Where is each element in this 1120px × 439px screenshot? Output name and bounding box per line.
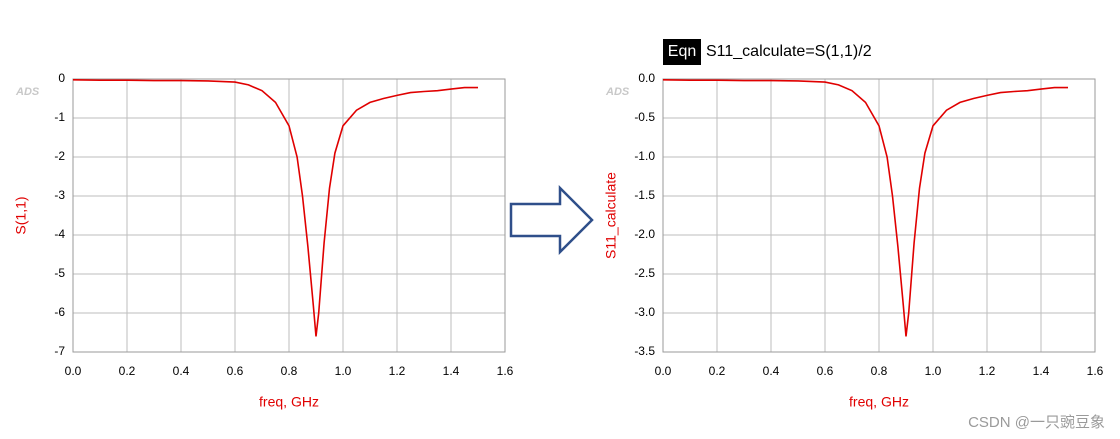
plot-frame	[662, 78, 1096, 353]
y-axis-label: S(1,1)	[13, 196, 29, 234]
y-tick-label: -4	[54, 227, 65, 241]
watermark: CSDN @一只豌豆象	[968, 414, 1105, 431]
x-tick-label: 0.4	[763, 364, 780, 378]
x-axis-label: freq, GHz	[849, 394, 909, 410]
ads-logo: ADS	[15, 86, 40, 98]
x-tick-label: 0.6	[227, 364, 244, 378]
y-tick-label: -1.0	[634, 149, 655, 163]
data-line	[662, 79, 1068, 337]
x-tick-label: 0.4	[173, 364, 190, 378]
y-tick-label: -5	[54, 266, 65, 280]
y-tick-label: -2	[54, 149, 65, 163]
x-tick-label: 1.6	[1087, 364, 1104, 378]
y-axis-label: S11_calculate	[603, 172, 619, 259]
y-tick-label: -2.0	[634, 227, 655, 241]
arrow	[509, 184, 594, 256]
y-tick-label: -1	[54, 110, 65, 124]
x-tick-label: 1.4	[443, 364, 460, 378]
equation: S11_calculate=S(1,1)/2	[706, 43, 872, 60]
ads-logo: ADS	[605, 86, 630, 98]
eqn-badge-bg	[663, 39, 701, 65]
y-tick-label: -1.5	[634, 188, 655, 202]
x-axis-label: freq, GHz	[259, 394, 319, 410]
y-tick-label: -3.0	[634, 305, 655, 319]
y-tick-label: -2.5	[634, 266, 655, 280]
x-tick-label: 0.6	[817, 364, 834, 378]
x-tick-label: 0.8	[871, 364, 888, 378]
x-tick-label: 0.2	[709, 364, 726, 378]
x-tick-label: 1.2	[389, 364, 406, 378]
eqn-badge: Eqn	[668, 43, 696, 60]
y-tick-label: 0.0	[638, 71, 655, 85]
x-tick-label: 0.8	[281, 364, 298, 378]
y-tick-label: -7	[54, 344, 65, 358]
x-tick-label: 1.6	[497, 364, 514, 378]
x-tick-label: 0.2	[119, 364, 136, 378]
data-line	[72, 79, 478, 337]
y-tick-label: -3.5	[634, 344, 655, 358]
x-tick-label: 1.0	[925, 364, 942, 378]
x-tick-label: 1.2	[979, 364, 996, 378]
y-tick-label: -0.5	[634, 110, 655, 124]
x-tick-label: 1.0	[335, 364, 352, 378]
y-tick-label: -3	[54, 188, 65, 202]
x-tick-label: 1.4	[1033, 364, 1050, 378]
y-tick-label: -6	[54, 305, 65, 319]
plot-frame	[72, 78, 506, 353]
y-tick-label: 0	[58, 71, 65, 85]
x-tick-label: 0.0	[65, 364, 82, 378]
x-tick-label: 0.0	[655, 364, 672, 378]
